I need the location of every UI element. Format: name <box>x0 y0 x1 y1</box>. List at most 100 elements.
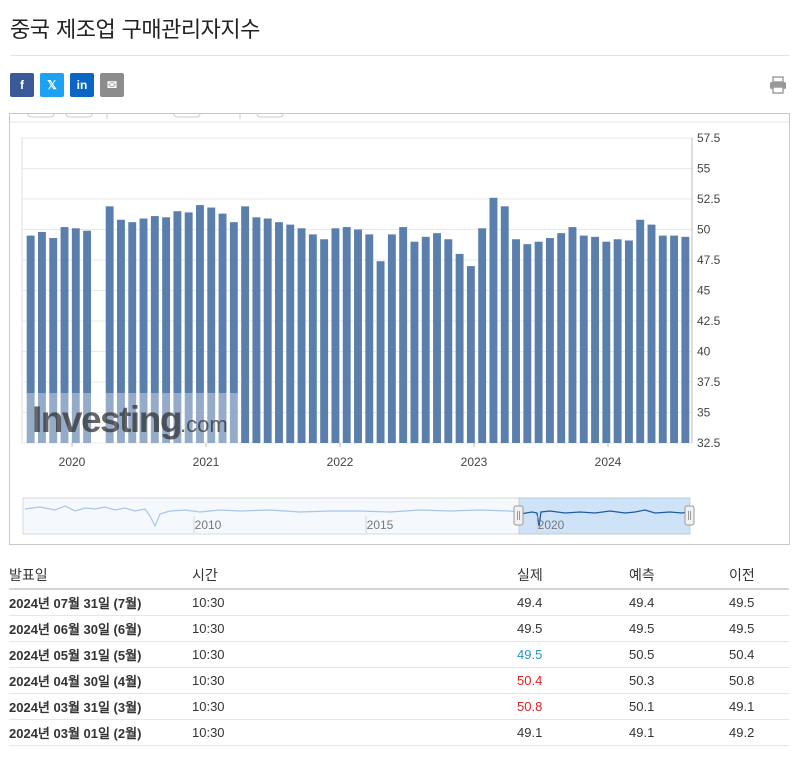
header-time: 시간 <box>192 567 218 583</box>
navigator-right-handle[interactable] <box>684 505 695 526</box>
header-forecast: 예측 <box>629 567 655 583</box>
x-tick-label: 2024 <box>595 455 622 469</box>
row-previous: 49.5 <box>729 621 755 636</box>
row-actual: 49.4 <box>517 595 543 610</box>
chart-bar <box>342 227 351 443</box>
release-history-table: 발표일 시간 실제 예측 이전 2024년 07월 31일 (7월) 10:30… <box>9 562 789 746</box>
chart-bar <box>60 227 69 443</box>
navigator-left-handle[interactable] <box>513 505 524 526</box>
chart-bar <box>218 213 227 443</box>
y-tick-label: 47.5 <box>697 253 721 267</box>
row-actual: 49.5 <box>517 621 543 636</box>
y-tick-label: 32.5 <box>697 436 721 450</box>
row-date: 2024년 03월 31일 (3월) <box>9 700 142 715</box>
row-forecast: 49.1 <box>629 725 655 740</box>
header-actual: 실제 <box>517 567 543 583</box>
chart-bar <box>71 228 80 443</box>
chart-bar <box>286 224 295 443</box>
table-row: 2024년 05월 31일 (5월) 10:30 49.5 50.5 50.4 <box>9 642 789 668</box>
chart-bar <box>297 228 306 443</box>
chart-bar <box>410 241 419 443</box>
row-previous: 49.5 <box>729 595 755 610</box>
x-tick-label: 2022 <box>327 455 354 469</box>
x-tick-label: 2023 <box>461 455 488 469</box>
row-actual: 49.5 <box>517 647 543 662</box>
chart-bar <box>184 212 193 443</box>
chart-bar <box>568 227 577 443</box>
print-icon[interactable] <box>768 75 788 95</box>
row-forecast: 50.3 <box>629 673 655 688</box>
range-navigator[interactable]: 2010 2015 2020 <box>22 497 695 535</box>
chart-bar <box>241 206 250 443</box>
row-previous: 50.8 <box>729 673 755 688</box>
chart-bar <box>444 239 453 443</box>
chart-bar <box>162 217 171 443</box>
zoom-button[interactable] <box>65 114 93 118</box>
chart-bar <box>331 228 340 443</box>
chart-bar <box>263 218 272 443</box>
pmi-chart[interactable]: Investing .com 57.5 55 52.5 50 47.5 45 42.5 40 3… <box>9 113 790 545</box>
navigator-selection[interactable] <box>518 497 691 535</box>
svg-text:.com: .com <box>180 412 228 437</box>
chart-canvas: Investing .com 57.5 55 52.5 50 47.5 45 42.5 40 3… <box>10 114 789 535</box>
chart-bar <box>275 222 283 443</box>
chart-bar <box>624 240 633 443</box>
chart-bar <box>354 229 362 443</box>
zoom-button[interactable] <box>27 114 55 118</box>
zoom-button[interactable] <box>173 114 201 118</box>
chart-bar <box>128 222 137 443</box>
navigator-tick-label: 2015 <box>367 518 394 532</box>
row-date: 2024년 04월 30일 (4월) <box>9 674 142 689</box>
y-tick-label: 55 <box>697 162 711 176</box>
linkedin-share-button[interactable]: in <box>70 73 94 97</box>
y-tick-label: 45 <box>697 284 711 298</box>
chart-bar <box>523 244 532 443</box>
row-actual: 50.8 <box>517 699 543 714</box>
chart-bar <box>252 217 261 443</box>
header-date[interactable]: 발표일 <box>9 567 48 583</box>
chart-bar <box>658 235 667 443</box>
chart-bar <box>37 231 46 443</box>
navigator-tick-label: 2020 <box>538 518 565 532</box>
chart-bar <box>49 238 58 443</box>
svg-text:Investing: Investing <box>32 399 181 440</box>
navigator-tick-label: 2010 <box>195 518 222 532</box>
chart-bar <box>433 233 441 443</box>
row-actual: 49.1 <box>517 725 543 740</box>
x-share-button[interactable]: 𝕏 <box>40 73 64 97</box>
email-share-button[interactable]: ✉ <box>100 73 124 97</box>
chart-bar <box>557 233 566 443</box>
chart-bar <box>320 239 329 443</box>
y-tick-label: 37.5 <box>697 375 721 389</box>
chart-bar <box>545 238 554 443</box>
chart-bar <box>478 228 487 443</box>
row-time: 10:30 <box>192 699 225 714</box>
header-previous: 이전 <box>729 567 755 583</box>
chart-bar <box>26 235 35 443</box>
chart-bar <box>229 222 238 443</box>
chart-bar <box>613 239 622 443</box>
row-previous: 49.2 <box>729 725 755 740</box>
y-tick-label: 42.5 <box>697 314 721 328</box>
chart-bar <box>500 206 509 443</box>
y-tick-label: 52.5 <box>697 192 721 206</box>
table-row: 2024년 04월 30일 (4월) 10:30 50.4 50.3 50.8 <box>9 668 789 694</box>
page-title: 중국 제조업 구매관리자지수 <box>10 18 260 43</box>
chart-bar <box>534 241 543 443</box>
zoom-button[interactable] <box>256 114 284 118</box>
chart-bar <box>602 241 611 443</box>
chart-bar <box>591 236 600 443</box>
chart-bar <box>455 253 464 443</box>
row-date: 2024년 07월 31일 (7월) <box>9 596 142 611</box>
facebook-share-button[interactable]: f <box>10 73 34 97</box>
chart-bar <box>421 236 430 443</box>
share-bar: f 𝕏 in ✉ <box>10 73 124 97</box>
table-row: 2024년 03월 31일 (3월) 10:30 50.8 50.1 49.1 <box>9 694 789 720</box>
row-date: 2024년 03월 01일 (2월) <box>9 726 142 741</box>
y-tick-label: 57.5 <box>697 131 721 145</box>
chart-bar <box>116 219 125 443</box>
chart-bar <box>139 218 148 443</box>
row-date: 2024년 06월 30일 (6월) <box>9 622 142 637</box>
chart-bar <box>365 234 374 443</box>
table-row: 2024년 06월 30일 (6월) 10:30 49.5 49.5 49.5 <box>9 616 789 642</box>
